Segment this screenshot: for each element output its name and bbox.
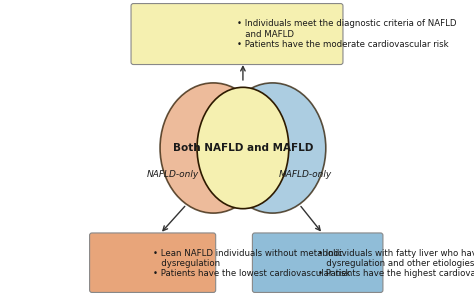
Text: • Individuals meet the diagnostic criteria of NAFLD
   and MAFLD
• Patients have: • Individuals meet the diagnostic criter… [237,19,456,49]
Ellipse shape [160,83,266,213]
Text: • Lean NAFLD individuals without metabolic
   dysregulation
• Patients have the : • Lean NAFLD individuals without metabol… [153,249,350,278]
FancyBboxPatch shape [131,4,343,65]
Text: • Individuals with fatty liver who have metabolic
   dysregulation and other eti: • Individuals with fatty liver who have … [318,249,474,278]
FancyBboxPatch shape [252,233,383,292]
FancyBboxPatch shape [90,233,216,292]
Text: Both NAFLD and MAFLD: Both NAFLD and MAFLD [173,143,313,153]
Text: NAFLD-only: NAFLD-only [147,170,200,179]
Ellipse shape [219,83,326,213]
Text: MAFLD-only: MAFLD-only [278,170,332,179]
Ellipse shape [197,87,289,209]
